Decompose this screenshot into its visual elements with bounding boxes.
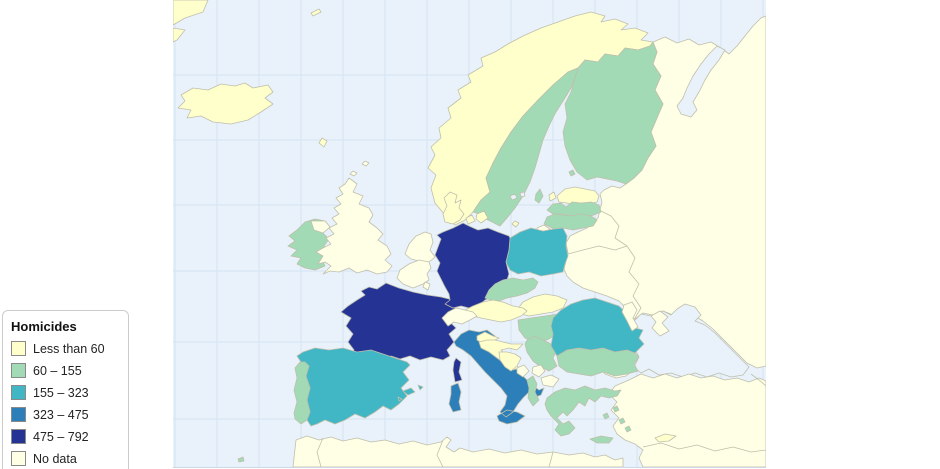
country-finland[interactable] xyxy=(562,41,664,185)
countries-layer xyxy=(173,0,766,467)
country-germany[interactable] xyxy=(434,222,511,309)
legend-item-label: 323 – 475 xyxy=(33,407,89,422)
country-czech-republic[interactable] xyxy=(484,277,539,302)
legend-item: No data xyxy=(11,451,123,466)
country-kosovo[interactable] xyxy=(531,364,546,378)
legend-swatch xyxy=(11,407,26,422)
country-lithuania[interactable] xyxy=(543,213,598,231)
country-greenland[interactable] xyxy=(173,0,209,43)
country-latvia[interactable] xyxy=(546,201,602,217)
country-poland[interactable] xyxy=(505,227,569,277)
country-slovakia[interactable] xyxy=(516,293,568,317)
legend-swatch xyxy=(11,341,26,356)
legend-item-label: 155 – 323 xyxy=(33,385,89,400)
legend-item-label: No data xyxy=(33,451,77,466)
country-border-ukraine xyxy=(626,245,642,319)
country-macedonia[interactable] xyxy=(540,374,560,388)
country-border-africa xyxy=(316,437,554,467)
legend-item: 475 – 792 xyxy=(11,429,123,444)
country-spain[interactable] xyxy=(296,347,424,427)
legend-item: 155 – 323 xyxy=(11,385,123,400)
legend-swatch xyxy=(11,385,26,400)
legend-swatch xyxy=(11,429,26,444)
legend-swatch xyxy=(11,451,26,466)
country-north-africa[interactable] xyxy=(292,435,624,467)
country-estonia[interactable] xyxy=(548,186,600,206)
legend-item: Less than 60 xyxy=(11,341,123,356)
legend-swatch xyxy=(11,363,26,378)
country-faroe-islands[interactable] xyxy=(318,137,328,148)
country-border-caucasus xyxy=(750,373,766,387)
legend-item: 323 – 475 xyxy=(11,407,123,422)
country-united-kingdom[interactable] xyxy=(310,160,393,275)
country-albania[interactable] xyxy=(526,375,540,407)
internal-borders xyxy=(316,209,766,467)
country-iceland[interactable] xyxy=(177,82,274,125)
country-border-syria xyxy=(642,442,766,453)
country-luxembourg[interactable] xyxy=(422,281,431,291)
legend-item: 60 – 155 xyxy=(11,363,123,378)
country-bulgaria[interactable] xyxy=(556,347,640,377)
country-cyprus[interactable] xyxy=(654,433,677,443)
country-montenegro[interactable] xyxy=(516,364,530,378)
country-switzerland[interactable] xyxy=(441,307,478,327)
country-austria[interactable] xyxy=(464,299,528,323)
country-denmark[interactable] xyxy=(442,191,520,228)
map-svg xyxy=(173,0,766,467)
country-greece[interactable] xyxy=(544,385,632,444)
country-portugal[interactable] xyxy=(237,361,311,463)
legend-rows: Less than 60 60 – 155 155 – 323 323 – 47… xyxy=(11,341,123,466)
country-sweden[interactable] xyxy=(472,67,579,227)
country-romania[interactable] xyxy=(550,297,645,357)
country-jan-mayen[interactable] xyxy=(310,8,322,17)
legend-item-label: Less than 60 xyxy=(33,341,105,356)
country-moldova[interactable] xyxy=(621,301,639,332)
country-belgium[interactable] xyxy=(396,259,432,289)
country-serbia[interactable] xyxy=(524,335,558,372)
legend-item-label: 60 – 155 xyxy=(33,363,82,378)
country-crimea[interactable] xyxy=(650,310,670,337)
map-legend: Homicides Less than 60 60 – 155 155 – 32… xyxy=(2,310,129,469)
legend-title: Homicides xyxy=(11,319,77,334)
legend-item-label: 475 – 792 xyxy=(33,429,89,444)
country-border-belarus xyxy=(567,209,628,255)
country-bosnia-herzegovina[interactable] xyxy=(498,351,522,372)
swedish-lakes xyxy=(509,191,526,201)
europe-choropleth-map xyxy=(173,0,766,468)
white-sea xyxy=(676,45,726,118)
